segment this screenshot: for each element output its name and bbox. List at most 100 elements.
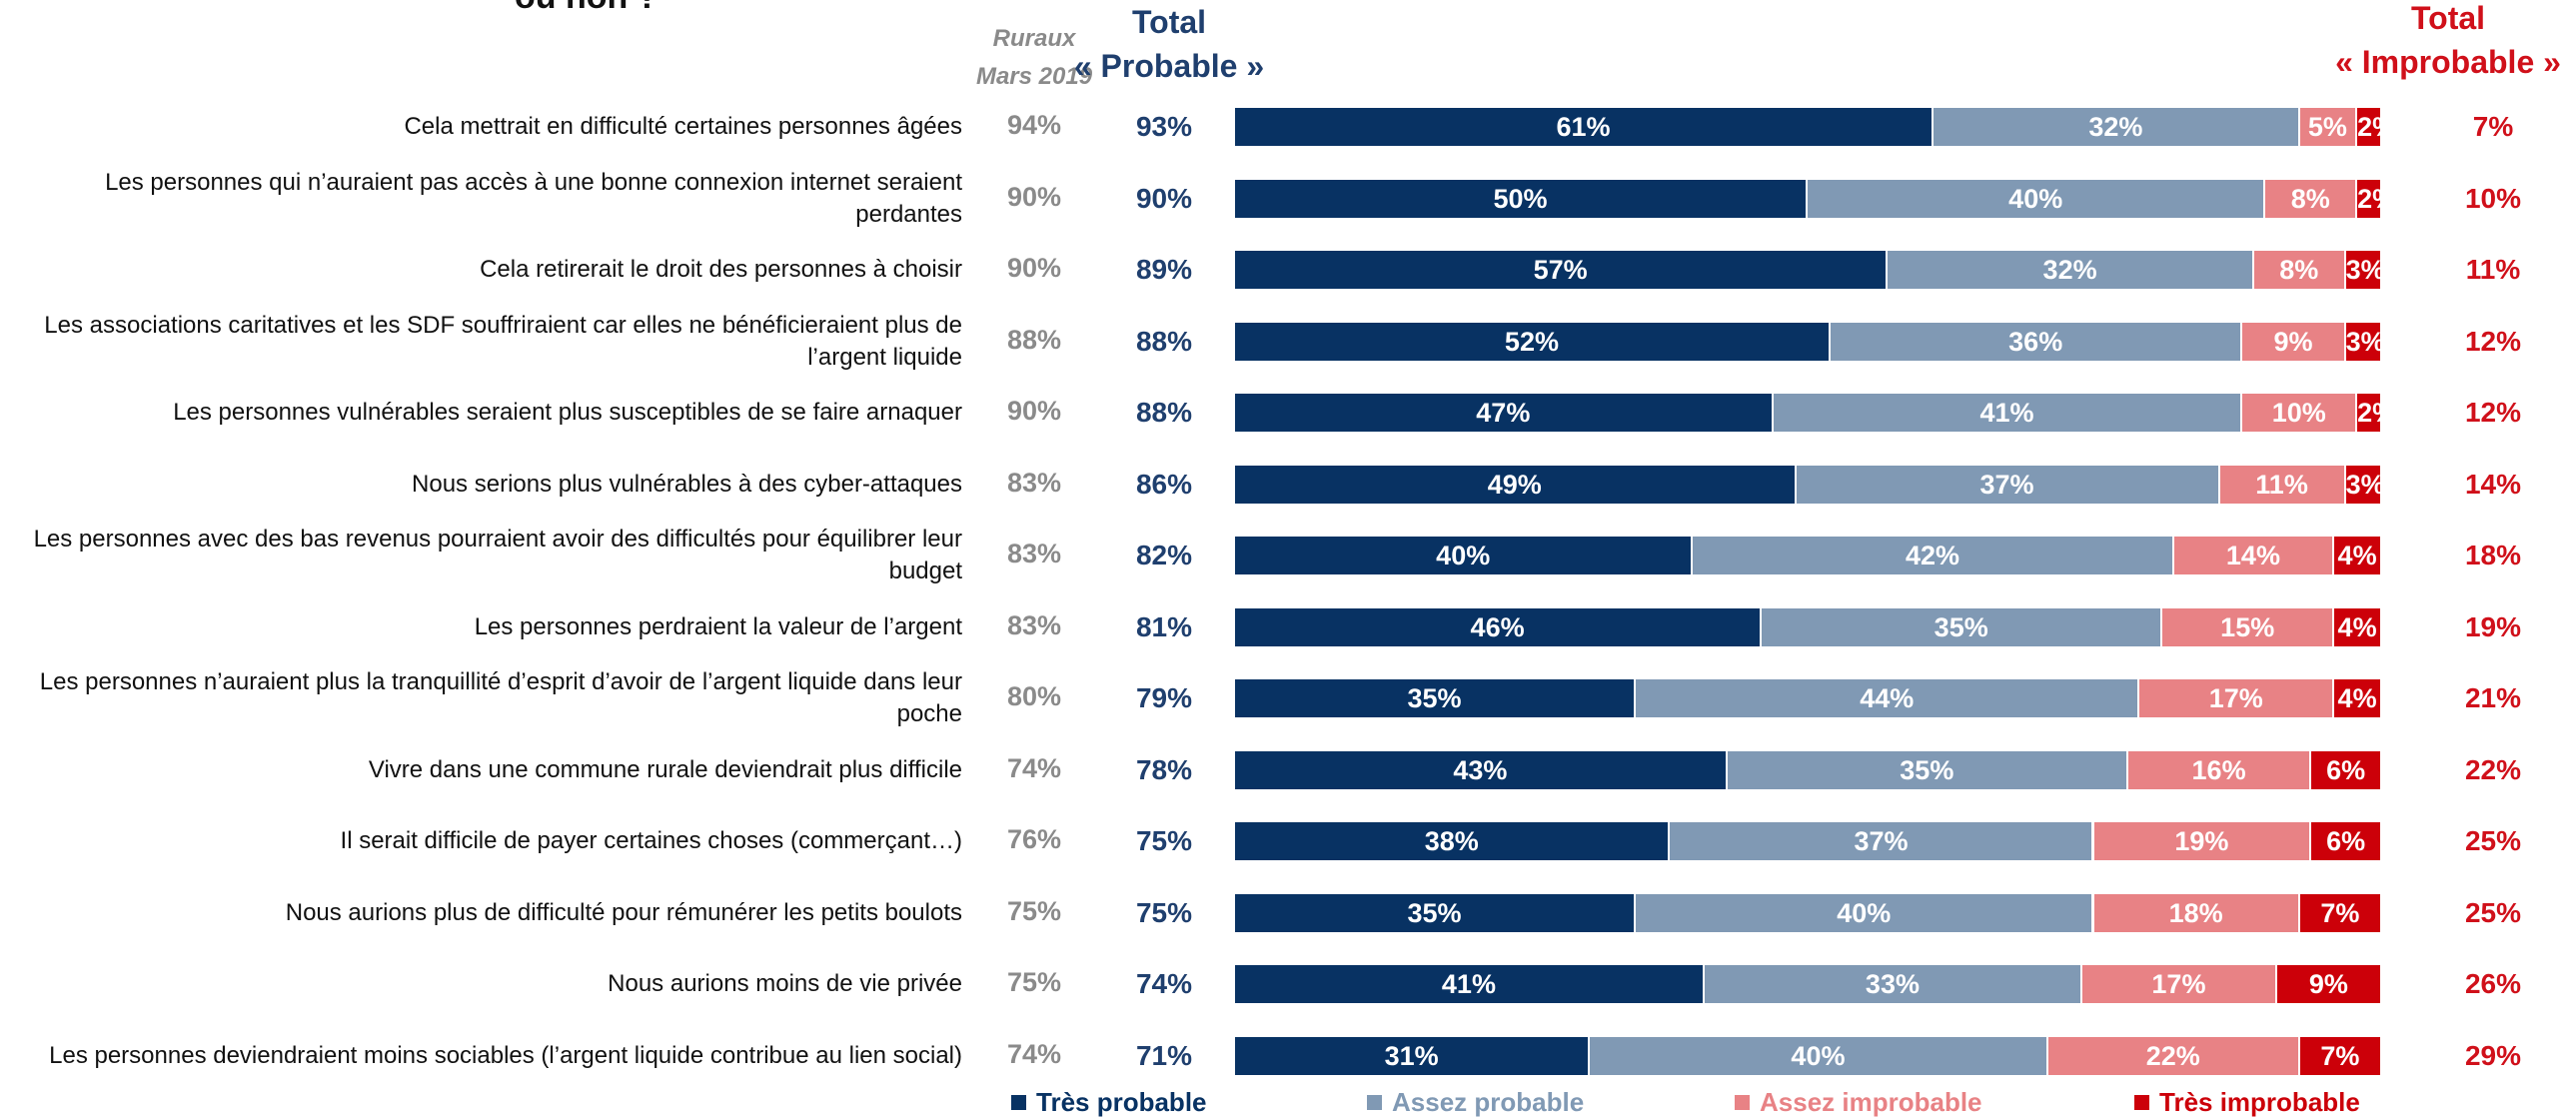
bar-segment-tres-improbable: 3% <box>2345 465 2380 504</box>
rural-value: 80% <box>1006 681 1062 711</box>
legend-item-assez-improbable: Assez improbable <box>1735 1087 1982 1118</box>
bar-segment-assez-improbable: 17% <box>2139 679 2335 717</box>
header-rural: Ruraux Mars 2019 <box>934 20 1134 96</box>
rural-value: 83% <box>1006 467 1062 498</box>
bar-segment-assez-probable: 40% <box>1808 179 2266 218</box>
rural-value: 90% <box>1006 181 1062 212</box>
row-label: Les personnes avec des bas revenus pourr… <box>33 526 962 584</box>
bar-segment-assez-improbable: 16% <box>2127 750 2312 789</box>
header-rural-line1: Ruraux <box>992 25 1076 52</box>
header-total-improbable: Total « Improbable » <box>2318 0 2576 84</box>
bar-segment-tres-improbable: 3% <box>2345 322 2380 361</box>
legend-label-tres-improbable: Très improbable <box>2159 1087 2360 1117</box>
bar-segment-assez-improbable: 11% <box>2219 465 2346 504</box>
bar-segment-assez-probable: 33% <box>1704 965 2083 1003</box>
rural-value: 75% <box>1006 967 1062 997</box>
total-improbable-value: 19% <box>2464 610 2522 642</box>
row-label: Nous aurions moins de vie privée <box>608 970 962 997</box>
bar-segment-tres-probable: 35% <box>1235 893 1637 932</box>
total-probable-value: 75% <box>1135 896 1193 928</box>
bar-segment-assez-improbable: 14% <box>2173 537 2335 574</box>
bar-segment-tres-improbable: 2% <box>2357 394 2380 432</box>
total-probable-value: 75% <box>1135 825 1193 856</box>
bar-segment-tres-improbable: 7% <box>2299 893 2380 932</box>
total-improbable-value: 22% <box>2464 753 2522 785</box>
rural-value: 74% <box>1006 1038 1062 1069</box>
row-label: Cela mettrait en difficulté certaines pe… <box>404 113 962 140</box>
row-label: Nous aurions plus de difficulté pour rém… <box>285 898 962 926</box>
bar-segment-assez-improbable: 15% <box>2162 607 2335 646</box>
bar-segment-assez-improbable: 10% <box>2242 394 2358 432</box>
total-improbable-value: 25% <box>2464 896 2522 928</box>
total-probable-value: 82% <box>1135 540 1193 570</box>
total-improbable-value: 18% <box>2464 540 2522 570</box>
bar-segment-tres-improbable: 7% <box>2299 1036 2380 1075</box>
legend-swatch-tres-improbable <box>2134 1095 2149 1110</box>
rural-value: 76% <box>1006 824 1062 854</box>
total-improbable-value: 11% <box>2465 254 2521 285</box>
bar-segment-tres-probable: 50% <box>1235 179 1808 218</box>
bar-segment-assez-probable: 32% <box>1933 108 2300 146</box>
bar-segment-assez-probable: 36% <box>1830 322 2243 361</box>
legend-swatch-assez-improbable <box>1735 1095 1750 1110</box>
bar-segment-tres-probable: 31% <box>1235 1036 1591 1075</box>
bar-segment-assez-improbable: 22% <box>2047 1036 2300 1075</box>
bar-segment-assez-improbable: 5% <box>2299 108 2358 146</box>
rural-value: 75% <box>1006 895 1062 926</box>
chart-title-fragment: ou non ? <box>515 0 658 17</box>
bar-segment-tres-probable: 35% <box>1235 679 1637 717</box>
bar-segment-tres-improbable: 4% <box>2334 607 2380 646</box>
bar-segment-assez-probable: 32% <box>1888 251 2254 289</box>
total-probable-value: 81% <box>1135 610 1193 642</box>
bar-segment-tres-probable: 43% <box>1235 750 1728 789</box>
total-improbable-value: 7% <box>2472 111 2514 142</box>
total-probable-value: 93% <box>1135 111 1193 142</box>
header-rural-line2: Mars 2019 <box>975 63 1093 90</box>
row-label: Les personnes n’auraient plus la tranqui… <box>39 668 962 727</box>
bar-segment-tres-probable: 46% <box>1235 607 1763 646</box>
header-total-probable: Total « Probable » <box>1059 0 1279 88</box>
row-label: Les personnes deviendraient moins sociab… <box>49 1041 962 1069</box>
rural-value: 94% <box>1006 110 1062 140</box>
total-improbable-value: 25% <box>2464 825 2522 856</box>
bar-segment-assez-improbable: 8% <box>2265 179 2358 218</box>
rural-value: 88% <box>1006 324 1062 355</box>
bar-segment-assez-probable: 35% <box>1762 607 2163 646</box>
legend-label-assez-improbable: Assez improbable <box>1760 1087 1982 1117</box>
bar-segment-tres-improbable: 2% <box>2357 108 2380 146</box>
total-improbable-value: 26% <box>2464 968 2522 999</box>
total-improbable-value: 21% <box>2464 682 2522 713</box>
total-probable-value: 90% <box>1135 182 1193 214</box>
legend-item-assez-probable: Assez probable <box>1367 1087 1584 1118</box>
bar-segment-assez-probable: 37% <box>1670 822 2094 860</box>
bar-segment-assez-probable: 40% <box>1636 893 2094 932</box>
bar-segment-assez-probable: 44% <box>1636 679 2140 717</box>
bar-segment-assez-probable: 37% <box>1796 465 2220 504</box>
row-label: Cela retirerait le droit des personnes à… <box>480 256 962 283</box>
header-total-improbable-line2: « Improbable » <box>2335 44 2561 80</box>
bar-segment-tres-probable: 49% <box>1235 465 1797 504</box>
total-probable-value: 88% <box>1135 397 1193 428</box>
header-total-improbable-line1: Total <box>2410 0 2486 36</box>
bar-segment-tres-probable: 52% <box>1235 322 1831 361</box>
bar-segment-assez-improbable: 8% <box>2253 251 2346 289</box>
row-label: Les personnes qui n’auraient pas accès à… <box>105 168 962 228</box>
legend-item-tres-improbable: Très improbable <box>2134 1087 2360 1118</box>
bar-segment-tres-probable: 47% <box>1235 394 1774 432</box>
bar-segment-tres-improbable: 2% <box>2357 179 2380 218</box>
bar-segment-tres-improbable: 4% <box>2334 537 2380 574</box>
total-probable-value: 74% <box>1135 968 1193 999</box>
total-probable-value: 88% <box>1135 325 1193 357</box>
row-label: Les associations caritatives et les SDF … <box>44 311 962 371</box>
header-total-probable-line1: Total <box>1131 4 1207 40</box>
total-probable-value: 86% <box>1135 468 1193 500</box>
legend-label-tres-probable: Très probable <box>1036 1087 1207 1117</box>
rural-value: 83% <box>1006 539 1062 568</box>
bar-segment-tres-improbable: 9% <box>2276 965 2380 1003</box>
bar-segment-tres-improbable: 3% <box>2345 251 2380 289</box>
legend-item-tres-probable: Très probable <box>1011 1087 1207 1118</box>
bar-segment-tres-probable: 41% <box>1235 965 1705 1003</box>
total-improbable-value: 29% <box>2464 1039 2522 1071</box>
bar-segment-assez-probable: 42% <box>1693 537 2174 574</box>
total-improbable-value: 10% <box>2464 182 2522 214</box>
